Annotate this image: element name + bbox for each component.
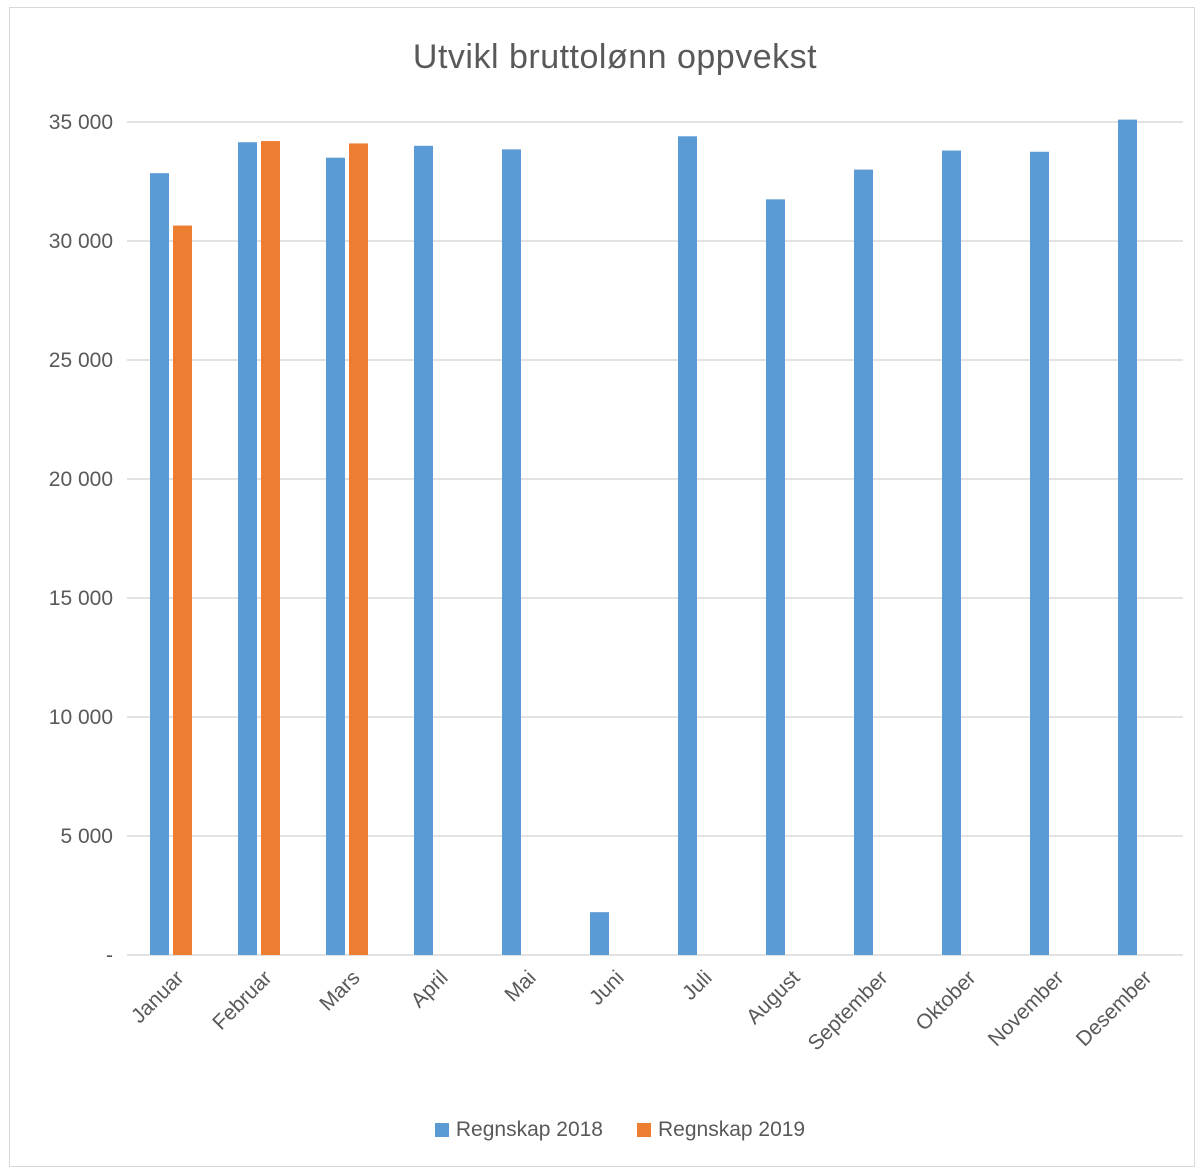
legend-label-regnskap-2018: Regnskap 2018 <box>455 1118 603 1141</box>
legend-label-regnskap-2019: Regnskap 2019 <box>658 1118 806 1141</box>
x-tick-label: Desember <box>1072 966 1157 1051</box>
x-tick-label: Februar <box>208 966 276 1034</box>
x-tick-label: April <box>407 966 453 1012</box>
bar-regnskap-2018 <box>150 173 169 956</box>
chart-legend: Regnskap 2018 Regnskap 2019 <box>0 1118 1197 1142</box>
y-tick-label: 30 000 <box>49 230 113 253</box>
x-tick-label: August <box>742 966 805 1029</box>
y-tick-label: 25 000 <box>49 349 113 372</box>
y-tick-label: 35 000 <box>49 111 113 134</box>
bar-regnskap-2018 <box>326 157 345 955</box>
legend-item-regnskap-2018: Regnskap 2018 <box>434 1118 603 1142</box>
bar-regnskap-2018 <box>1118 119 1137 956</box>
x-tick-label: Januar <box>127 966 189 1028</box>
bar-regnskap-2018 <box>678 136 697 955</box>
bar-regnskap-2019 <box>349 143 368 956</box>
bar-regnskap-2018 <box>766 199 785 956</box>
y-tick-label: 10 000 <box>49 706 113 729</box>
bar-regnskap-2018 <box>502 149 521 955</box>
bar-regnskap-2019 <box>261 141 280 956</box>
legend-swatch-regnskap-2018 <box>434 1123 449 1137</box>
x-tick-label: November <box>984 966 1069 1051</box>
y-tick-label: 5 000 <box>60 825 113 848</box>
bar-regnskap-2018 <box>1030 151 1049 955</box>
legend-item-regnskap-2019: Regnskap 2019 <box>637 1118 805 1142</box>
x-tick-label: September <box>804 966 893 1055</box>
bar-regnskap-2018 <box>854 169 873 956</box>
bar-regnskap-2018 <box>942 150 961 955</box>
x-tick-label: Juli <box>678 966 717 1005</box>
y-tick-label: 20 000 <box>49 468 113 491</box>
x-tick-label: Oktober <box>911 966 980 1035</box>
bar-regnskap-2018 <box>414 145 433 956</box>
legend-swatch-regnskap-2019 <box>637 1123 651 1137</box>
bar-regnskap-2019 <box>173 225 192 955</box>
y-tick-label: 15 000 <box>49 587 113 610</box>
chart-title: Utvikl bruttolønn oppvekst <box>412 38 818 76</box>
x-tick-label: Mai <box>500 966 540 1006</box>
x-tick-label: Juni <box>585 966 629 1010</box>
y-tick-label: - <box>106 944 113 967</box>
chart-frame <box>9 7 1195 1167</box>
x-tick-label: Mars <box>315 966 364 1015</box>
bar-regnskap-2018 <box>238 142 257 956</box>
bar-regnskap-2018 <box>590 912 609 955</box>
